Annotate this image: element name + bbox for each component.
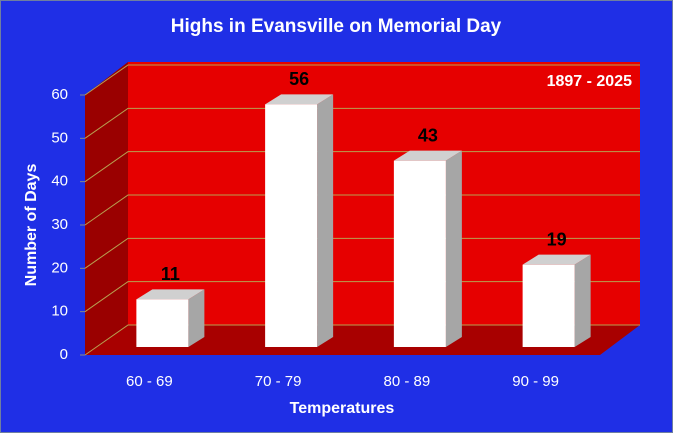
bar xyxy=(522,264,575,347)
bar-top xyxy=(393,150,462,161)
bar-top xyxy=(522,254,591,265)
value-label: 11 xyxy=(161,264,180,284)
y-tick-label: 50 xyxy=(51,129,68,146)
x-tick-label: 60 - 69 xyxy=(126,373,173,390)
grid-line xyxy=(84,324,640,356)
grid-line xyxy=(84,237,640,269)
chart-title: Highs in Evansville on Memorial Day xyxy=(171,16,502,37)
y-tick-label: 40 xyxy=(51,173,68,190)
grid-line xyxy=(84,281,640,313)
y-tick-label: 10 xyxy=(51,303,68,320)
bar-side xyxy=(317,94,334,347)
bar xyxy=(393,160,446,347)
x-tick-label: 90 - 99 xyxy=(512,373,559,390)
value-label: 19 xyxy=(547,229,567,249)
grid-line xyxy=(84,194,640,226)
grid-line xyxy=(84,107,640,139)
bar-side xyxy=(574,254,591,347)
value-label: 56 xyxy=(289,69,309,89)
grid-line xyxy=(84,151,640,183)
bar-side xyxy=(445,150,462,347)
x-axis-label: Temperatures xyxy=(290,400,395,417)
x-tick-label: 70 - 79 xyxy=(255,373,302,390)
floor xyxy=(85,325,640,355)
bar-top xyxy=(265,94,334,105)
y-axis-label: Number of Days xyxy=(23,164,40,287)
y-tick-label: 0 xyxy=(60,346,68,363)
x-tick-label: 80 - 89 xyxy=(384,373,431,390)
annotation: 1897 - 2025 xyxy=(547,73,633,90)
bar xyxy=(136,299,189,347)
bar-top xyxy=(136,289,205,300)
y-tick-label: 60 xyxy=(51,86,68,103)
value-label: 43 xyxy=(418,125,438,145)
bar xyxy=(265,104,318,347)
side-wall xyxy=(85,62,128,355)
y-tick-label: 20 xyxy=(51,259,68,276)
back-wall xyxy=(128,62,640,325)
y-tick-label: 30 xyxy=(51,216,68,233)
bar-side xyxy=(188,289,205,347)
grid-line xyxy=(84,64,640,96)
